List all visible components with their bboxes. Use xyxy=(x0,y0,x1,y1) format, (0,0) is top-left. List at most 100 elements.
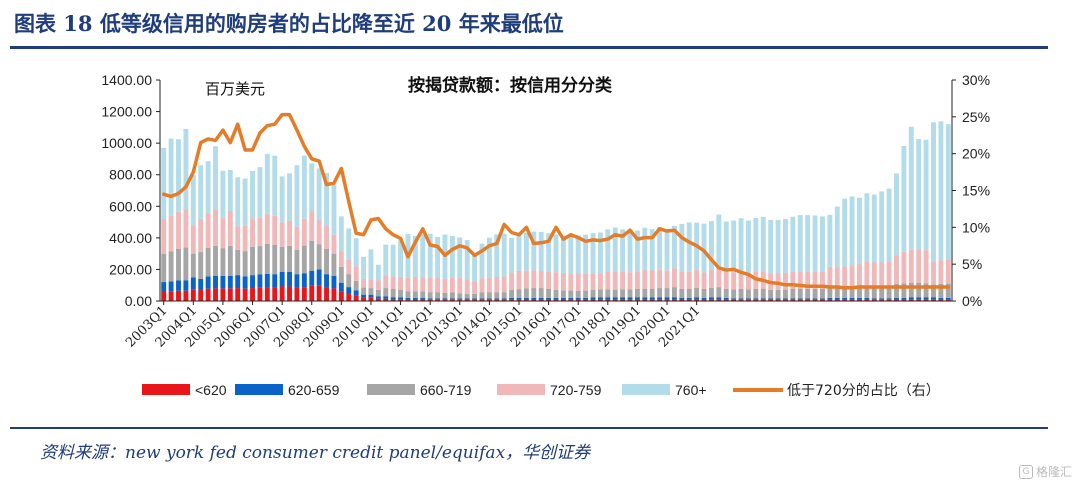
bar-segment-1 xyxy=(176,280,181,291)
bar-segment-4 xyxy=(331,184,337,235)
bar-segment-4 xyxy=(553,234,559,273)
bar-segment-1 xyxy=(227,275,233,289)
bar-segment-0 xyxy=(797,299,803,301)
bar-segment-3 xyxy=(516,270,522,290)
bar-segment-2 xyxy=(442,292,448,299)
bar-segment-3 xyxy=(161,218,167,254)
bar-segment-3 xyxy=(368,279,374,289)
bar-segment-4 xyxy=(864,193,870,262)
bar-segment-4 xyxy=(368,249,374,280)
legend-label: <620 xyxy=(195,382,227,398)
bar-segment-1 xyxy=(894,297,899,300)
bar-segment-2 xyxy=(657,288,663,298)
bar-segment-1 xyxy=(509,297,515,300)
bar-segment-0 xyxy=(886,299,892,301)
bar-segment-1 xyxy=(457,298,463,300)
bar-segment-3 xyxy=(220,218,226,249)
bar-segment-0 xyxy=(301,287,307,301)
bar-segment-3 xyxy=(190,225,196,254)
bar-segment-4 xyxy=(709,221,714,271)
bar-segment-0 xyxy=(812,299,818,301)
bar-segment-4 xyxy=(590,233,596,274)
bar-segment-0 xyxy=(879,299,885,301)
bar-segment-1 xyxy=(701,297,707,300)
chart-title: 按揭贷款额：按信用分分类 xyxy=(408,75,613,96)
bar-segment-4 xyxy=(842,198,848,267)
bar-segment-1 xyxy=(753,298,759,300)
bar-segment-2 xyxy=(642,288,648,298)
bar-segment-3 xyxy=(857,264,862,287)
bar-segment-0 xyxy=(398,299,404,301)
bar-segment-4 xyxy=(398,240,404,277)
bar-segment-2 xyxy=(294,249,300,275)
y-right-tick-label: 0% xyxy=(962,293,982,309)
bar-segment-4 xyxy=(886,188,892,262)
bar-segment-3 xyxy=(435,277,441,293)
bar-segment-0 xyxy=(486,299,492,301)
bar-segment-2 xyxy=(886,285,892,299)
bar-segment-3 xyxy=(664,270,670,289)
bar-segment-1 xyxy=(361,294,366,298)
bar-segment-3 xyxy=(686,271,692,289)
bar-segment-0 xyxy=(753,299,759,301)
bar-segment-4 xyxy=(605,229,611,272)
bar-segment-0 xyxy=(568,299,574,301)
bar-segment-2 xyxy=(664,288,670,298)
bar-segment-1 xyxy=(945,297,951,300)
bar-segment-4 xyxy=(679,223,685,272)
bar-segment-3 xyxy=(916,249,922,283)
bar-segment-0 xyxy=(324,287,329,301)
mortgage-credit-chart: 按揭贷款额：按信用分分类 百万美元 0.00 200.00 400.00 600.00 80… xyxy=(101,72,990,399)
bar-segment-0 xyxy=(605,299,611,301)
bar-segment-0 xyxy=(331,288,337,301)
bar-segment-0 xyxy=(583,299,589,301)
bar-segment-2 xyxy=(790,289,796,299)
bar-segment-4 xyxy=(945,124,951,260)
bar-segment-4 xyxy=(657,227,663,270)
bar-segment-2 xyxy=(716,287,722,298)
bar-segment-4 xyxy=(575,235,581,274)
bar-segment-0 xyxy=(894,299,899,301)
bar-segment-1 xyxy=(161,282,167,292)
bar-segment-0 xyxy=(442,299,448,301)
bar-segment-3 xyxy=(227,211,233,246)
bar-segment-1 xyxy=(820,298,825,300)
bar-segment-2 xyxy=(805,289,811,299)
bar-segment-3 xyxy=(945,259,951,284)
y-left-tick-label: 200.00 xyxy=(109,261,152,277)
bar-segment-3 xyxy=(605,271,611,290)
bar-segment-3 xyxy=(908,249,914,283)
bar-segment-4 xyxy=(324,173,329,226)
bar-segment-3 xyxy=(479,278,485,293)
bar-segment-4 xyxy=(435,236,441,278)
y-left-tick-label: 800.00 xyxy=(109,167,152,183)
bar-segment-1 xyxy=(412,297,418,300)
bar-segment-2 xyxy=(190,253,196,278)
bar-segment-3 xyxy=(894,255,899,284)
bar-segment-1 xyxy=(272,274,278,288)
bar-segment-3 xyxy=(568,273,574,291)
bar-segment-3 xyxy=(442,278,448,293)
bar-segment-4 xyxy=(738,218,744,272)
bar-segment-4 xyxy=(176,139,181,212)
bar-segment-2 xyxy=(279,246,285,272)
bar-segment-3 xyxy=(449,277,455,293)
bar-segment-0 xyxy=(198,289,204,301)
bar-segment-0 xyxy=(449,299,455,301)
bar-segment-2 xyxy=(694,287,700,298)
bar-segment-0 xyxy=(338,291,344,301)
bar-segment-3 xyxy=(746,272,751,290)
bar-segment-1 xyxy=(501,298,507,300)
bar-segment-3 xyxy=(309,211,315,241)
bar-segment-0 xyxy=(205,288,211,301)
bar-segment-4 xyxy=(316,168,322,221)
bar-segment-0 xyxy=(694,299,700,301)
y-right-tick-label: 15% xyxy=(962,183,990,199)
bar-segment-3 xyxy=(701,272,707,290)
bar-segment-4 xyxy=(753,217,759,272)
bar-segment-0 xyxy=(908,299,914,301)
bar-segment-1 xyxy=(827,297,833,300)
y-right-tick-label: 30% xyxy=(962,72,990,88)
bar-segment-0 xyxy=(738,299,744,301)
bar-segment-3 xyxy=(790,271,796,289)
